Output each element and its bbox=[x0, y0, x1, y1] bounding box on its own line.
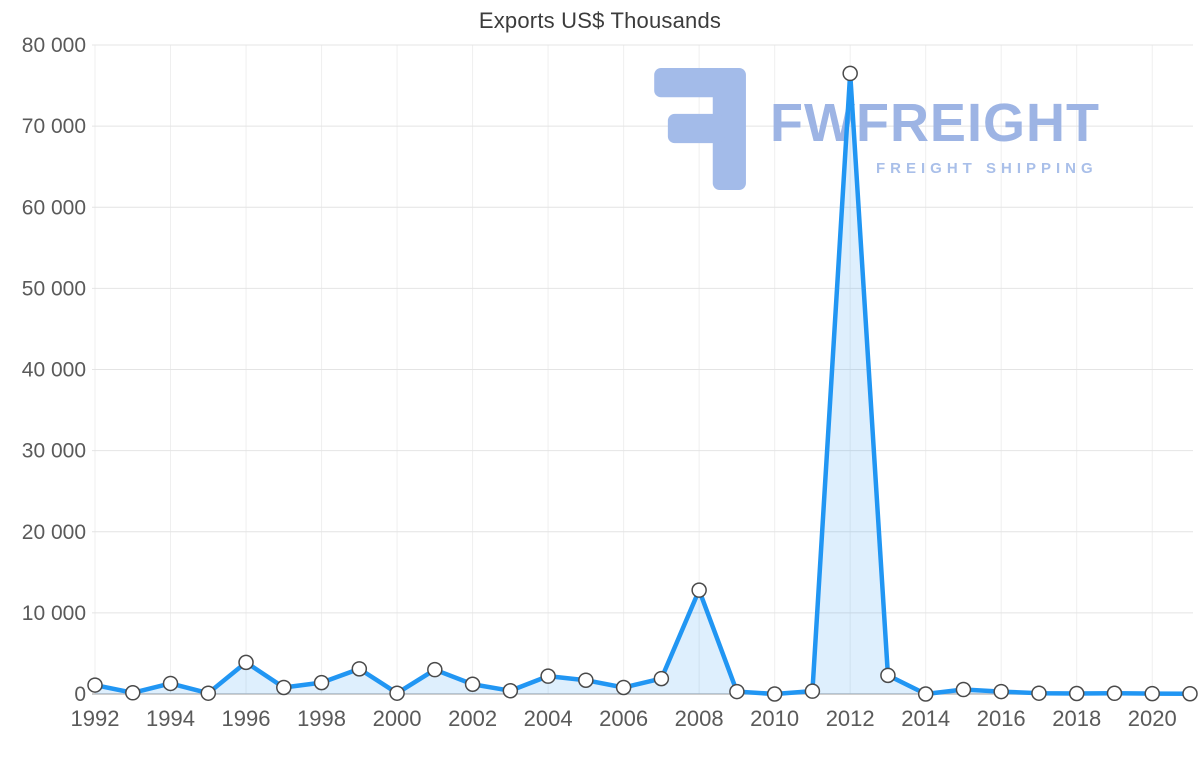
data-point[interactable] bbox=[955, 681, 972, 698]
data-point[interactable] bbox=[313, 674, 330, 691]
x-tick-label: 2016 bbox=[977, 706, 1026, 731]
data-point[interactable] bbox=[1106, 685, 1123, 702]
y-tick-label: 40 000 bbox=[22, 359, 86, 382]
y-tick-label: 10 000 bbox=[22, 602, 86, 625]
data-point[interactable] bbox=[502, 683, 519, 699]
chart-title: Exports US$ Thousands bbox=[478, 8, 722, 33]
x-tick-label: 2014 bbox=[901, 706, 950, 731]
x-tick-label: 2004 bbox=[524, 706, 573, 731]
data-point[interactable] bbox=[238, 654, 254, 671]
data-point[interactable] bbox=[276, 679, 292, 696]
data-point[interactable] bbox=[200, 685, 217, 701]
data-point[interactable] bbox=[351, 661, 368, 677]
x-tick-label: 2006 bbox=[599, 706, 648, 731]
y-tick-label: 80 000 bbox=[22, 34, 86, 57]
y-tick-label: 20 000 bbox=[22, 521, 86, 544]
data-point[interactable] bbox=[1031, 685, 1047, 701]
data-point[interactable] bbox=[842, 65, 858, 82]
data-point[interactable] bbox=[653, 670, 670, 687]
data-point[interactable] bbox=[615, 679, 632, 696]
x-tick-label: 2002 bbox=[448, 706, 497, 731]
x-tick-label: 2008 bbox=[675, 706, 724, 731]
data-point[interactable] bbox=[540, 668, 556, 684]
data-point[interactable] bbox=[389, 685, 405, 701]
data-point[interactable] bbox=[87, 677, 103, 693]
data-point[interactable] bbox=[691, 582, 707, 598]
x-tick-label: 2010 bbox=[750, 706, 799, 731]
x-tick-label: 1992 bbox=[71, 706, 120, 731]
data-point[interactable] bbox=[578, 672, 594, 688]
y-tick-label: 0 bbox=[74, 683, 86, 706]
data-point[interactable] bbox=[162, 675, 179, 692]
x-tick-label: 2000 bbox=[373, 706, 422, 731]
y-tick-label: 30 000 bbox=[22, 440, 86, 463]
data-point[interactable] bbox=[1144, 685, 1160, 702]
data-point[interactable] bbox=[993, 683, 1009, 700]
x-tick-label: 2018 bbox=[1052, 706, 1101, 731]
data-point[interactable] bbox=[917, 686, 934, 702]
series-line bbox=[92, 71, 1193, 697]
y-tick-label: 60 000 bbox=[22, 196, 86, 219]
series-area-fill bbox=[95, 73, 1190, 695]
data-point[interactable] bbox=[125, 685, 141, 701]
data-point[interactable] bbox=[880, 667, 896, 684]
x-tick-label: 2012 bbox=[826, 706, 875, 731]
data-point[interactable] bbox=[804, 683, 821, 699]
data-point[interactable] bbox=[464, 676, 481, 693]
data-point[interactable] bbox=[1068, 685, 1085, 702]
x-tick-label: 1996 bbox=[222, 706, 271, 731]
x-tick-label: 1998 bbox=[297, 706, 346, 731]
x-tick-label: 1994 bbox=[146, 706, 195, 731]
data-point[interactable] bbox=[766, 686, 783, 702]
data-point[interactable] bbox=[427, 661, 443, 678]
y-tick-label: 50 000 bbox=[22, 277, 86, 300]
y-tick-label: 70 000 bbox=[22, 115, 86, 138]
data-point[interactable] bbox=[729, 683, 745, 700]
x-tick-label: 2020 bbox=[1128, 706, 1177, 731]
data-point[interactable] bbox=[1182, 686, 1198, 702]
